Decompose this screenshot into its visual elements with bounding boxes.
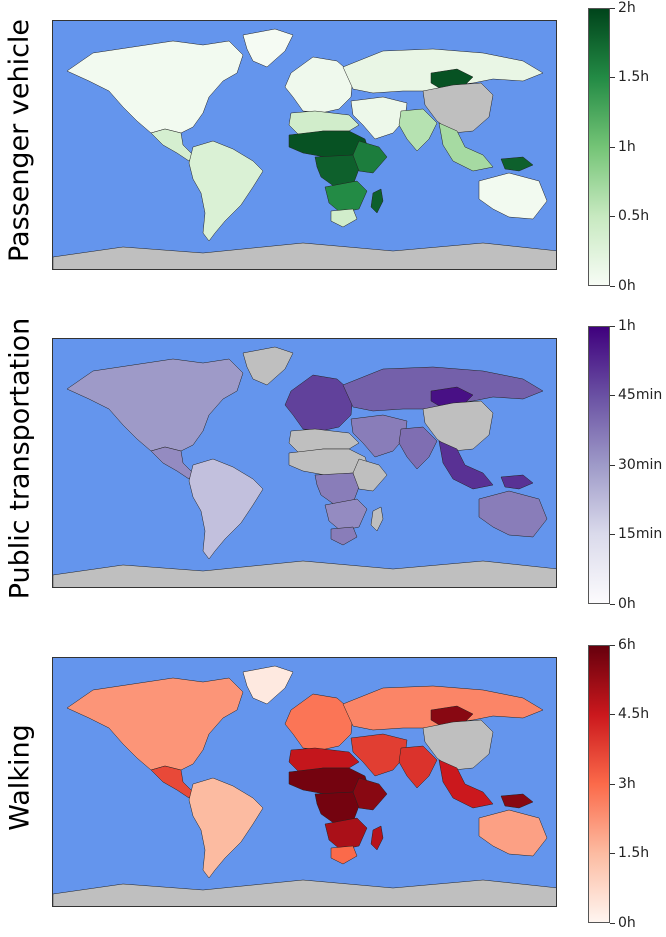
panel-label: Passenger vehicle [4, 18, 36, 262]
world-map [52, 338, 557, 588]
region-greenland [242, 28, 294, 68]
colorbar [588, 326, 610, 604]
region-southeast-asia [438, 759, 494, 809]
colorbar-tick: 0h [610, 915, 636, 931]
map-svg [53, 21, 556, 269]
colorbar-tick: 3h [610, 776, 636, 792]
colorbar [588, 8, 610, 286]
region-madagascar [370, 188, 384, 214]
region-europe [284, 374, 354, 432]
region-antarctica [53, 560, 556, 587]
region-south-america [188, 458, 264, 560]
region-east-africa [352, 140, 388, 174]
colorbar-tick: 45min [610, 387, 662, 403]
region-south-africa [330, 845, 358, 865]
region-greenland [242, 346, 294, 386]
region-south-asia [398, 426, 438, 470]
region-north-america [66, 677, 244, 771]
region-southern-africa [324, 498, 368, 532]
map-svg [53, 658, 556, 906]
region-south-asia [398, 745, 438, 789]
region-middle-east [350, 96, 408, 140]
colorbar-tick: 1h [610, 318, 636, 334]
panel-public-transportation: Public transportation 1h 45min 30min 15m… [0, 317, 666, 618]
region-south-america [188, 140, 264, 242]
panel-label: Walking [4, 723, 36, 831]
region-china [422, 82, 494, 134]
region-north-america [66, 40, 244, 134]
colorbar-tick: 0h [610, 278, 636, 294]
panel-passenger-vehicle: Passenger vehicle 2h 1.5h 1h 0.5h 0h [0, 0, 666, 300]
panel-walking: Walking 6h 4.5h 3h 1.5h 0h [0, 637, 666, 937]
region-papua [500, 474, 534, 490]
colorbar-tick: 1.5h [610, 845, 649, 861]
region-china [422, 400, 494, 452]
region-east-africa [352, 458, 388, 492]
region-papua [500, 793, 534, 809]
region-southeast-asia [438, 122, 494, 172]
region-greenland [242, 665, 294, 705]
world-map [52, 20, 557, 270]
colorbar-tick: 1.5h [610, 69, 649, 85]
region-papua [500, 156, 534, 172]
region-south-africa [330, 208, 358, 228]
region-south-africa [330, 526, 358, 546]
region-australia [478, 490, 548, 538]
region-east-africa [352, 777, 388, 811]
panel-label: Public transportation [4, 317, 36, 599]
colorbar-tick: 0h [610, 596, 636, 612]
region-europe [284, 693, 354, 751]
colorbar-tick: 30min [610, 457, 662, 473]
region-middle-east [350, 414, 408, 458]
colorbar [588, 645, 610, 923]
region-antarctica [53, 879, 556, 906]
colorbar-tick: 2h [610, 0, 636, 16]
region-middle-east [350, 733, 408, 777]
region-australia [478, 172, 548, 220]
region-southern-africa [324, 180, 368, 214]
region-australia [478, 809, 548, 857]
region-south-asia [398, 108, 438, 152]
region-antarctica [53, 242, 556, 269]
region-china [422, 719, 494, 771]
region-south-america [188, 777, 264, 879]
region-north-america [66, 358, 244, 452]
region-europe [284, 56, 354, 114]
colorbar-tick: 6h [610, 637, 636, 653]
region-southern-africa [324, 817, 368, 851]
map-svg [53, 339, 556, 587]
colorbar-tick: 4.5h [610, 706, 649, 722]
colorbar-tick: 1h [610, 139, 636, 155]
region-madagascar [370, 825, 384, 851]
world-map [52, 657, 557, 907]
colorbar-tick: 15min [610, 526, 662, 542]
region-southeast-asia [438, 440, 494, 490]
region-madagascar [370, 506, 384, 532]
colorbar-tick: 0.5h [610, 208, 649, 224]
